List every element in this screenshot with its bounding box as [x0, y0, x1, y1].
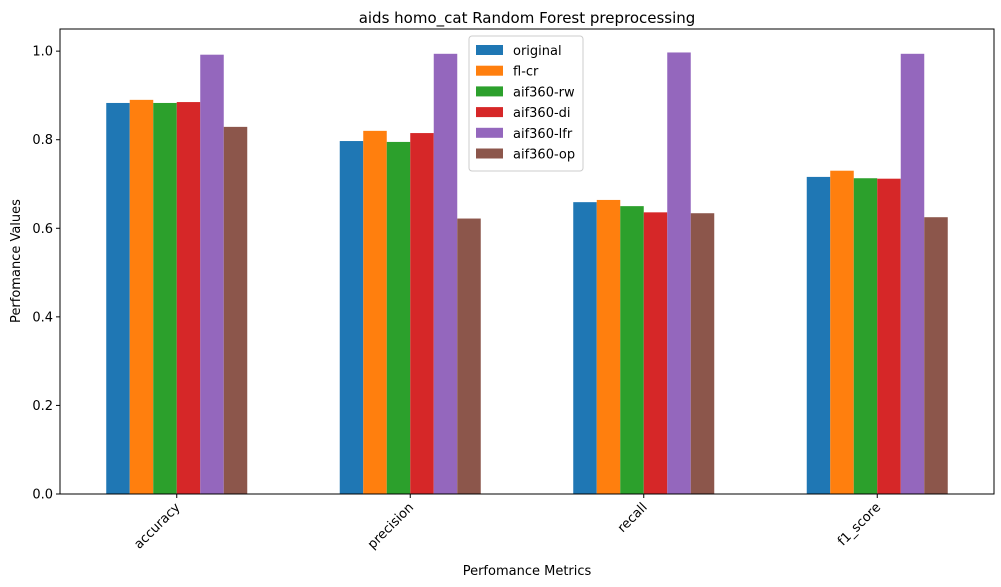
legend-swatch-aif360-op: [476, 148, 503, 159]
legend-swatch-aif360-di: [476, 107, 503, 118]
bar-aif360-di-recall: [643, 212, 668, 494]
legend-label-aif360-lfr: aif360-lfr: [513, 127, 573, 142]
bar-original-precision: [339, 141, 364, 495]
bar-aif360-rw-accuracy: [153, 102, 177, 495]
y-axis-label: Perfomance Values: [9, 199, 24, 323]
legend-label-aif360-op: aif360-op: [513, 148, 575, 163]
x-tick-label-precision: precision: [365, 500, 417, 552]
bar-fl-cr-accuracy: [129, 99, 154, 495]
legend-swatch-original: [476, 45, 503, 55]
bar-aif360-op-precision: [457, 218, 481, 495]
bar-aif360-di-precision: [410, 133, 434, 494]
y-tick-label: 0.6: [32, 222, 53, 237]
bar-aif360-lfr-f1_score: [900, 53, 925, 495]
bar-aif360-lfr-precision: [433, 53, 458, 495]
bar-original-f1_score: [806, 176, 831, 494]
bar-fl-cr-recall: [596, 199, 621, 494]
y-tick-label: 0.4: [32, 310, 53, 325]
legend-label-original: original: [513, 44, 562, 59]
legend-swatch-aif360-rw: [476, 86, 503, 97]
bar-aif360-di-accuracy: [176, 102, 201, 494]
legend-swatch-fl-cr: [476, 65, 503, 76]
chart-title: aids homo_cat Random Forest preprocessin…: [359, 9, 696, 28]
y-tick-label: 0.0: [32, 488, 53, 503]
x-tick-label-recall: recall: [615, 500, 651, 536]
bar-aif360-lfr-recall: [667, 52, 691, 494]
bars-group: [106, 52, 948, 495]
x-axis-label: Perfomance Metrics: [463, 564, 592, 579]
x-tick-label-accuracy: accuracy: [131, 500, 183, 552]
bar-aif360-rw-f1_score: [853, 178, 878, 495]
legend-label-fl-cr: fl-cr: [513, 65, 539, 80]
bar-aif360-lfr-accuracy: [200, 54, 224, 494]
plot-frame: [59, 28, 995, 495]
bar-aif360-op-recall: [690, 213, 715, 495]
bar-fl-cr-precision: [363, 130, 387, 495]
legend-label-aif360-rw: aif360-rw: [513, 85, 575, 100]
legend-label-aif360-di: aif360-di: [513, 106, 571, 121]
y-tick-label: 0.8: [32, 133, 53, 148]
x-tick-label-f1_score: f1_score: [835, 500, 884, 549]
y-tick-label: 0.2: [32, 399, 53, 414]
bar-aif360-rw-recall: [620, 206, 644, 494]
y-tick-label: 1.0: [32, 45, 53, 60]
bar-aif360-di-f1_score: [877, 178, 901, 494]
bar-fl-cr-f1_score: [830, 170, 854, 494]
y-axis: 0.0 0.2 0.4 0.6 0.8 1.0: [32, 45, 60, 503]
bar-aif360-rw-precision: [386, 141, 411, 494]
bar-original-accuracy: [106, 102, 130, 495]
bar-original-recall: [573, 202, 597, 494]
x-axis: accuracy precision recall f1_score: [131, 494, 884, 552]
bar-aif360-op-accuracy: [223, 126, 248, 495]
bar-aif360-op-f1_score: [924, 217, 948, 494]
legend: original fl-cr aif360-rw aif360-di aif360-lf…: [468, 35, 584, 172]
legend-swatch-aif360-lfr: [476, 127, 503, 138]
